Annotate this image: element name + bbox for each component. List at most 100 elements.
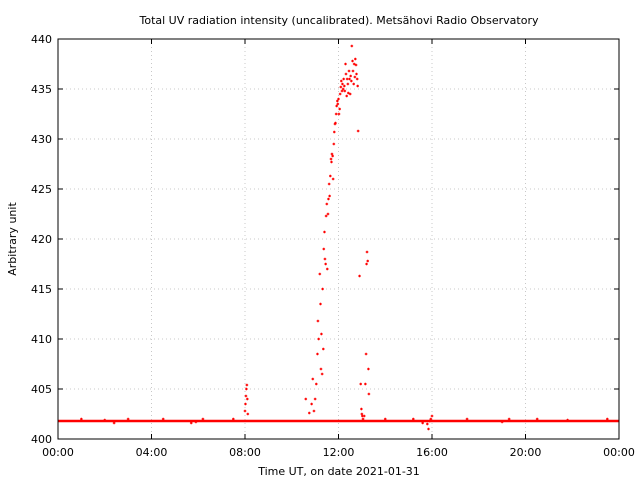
data-point [348,77,351,81]
y-tick-label: 435 [31,83,52,96]
x-tick-label: 20:00 [510,446,542,459]
y-axis-label: Arbitrary unit [6,202,19,276]
data-point [360,407,363,411]
data-point [359,382,363,386]
y-tick-label: 400 [31,433,52,446]
x-tick-label: 04:00 [136,446,168,459]
data-point [346,82,350,86]
data-point [318,272,322,276]
data-point [161,417,165,421]
data-point [507,417,511,421]
data-point [328,194,331,198]
data-point [316,319,320,323]
x-tick-label: 00:00 [42,446,74,459]
data-point [321,287,324,291]
data-point [352,82,355,86]
data-point [232,417,235,421]
data-point [330,152,334,156]
data-point [338,107,341,111]
data-point [340,79,343,83]
data-point [364,352,368,356]
data-point [367,392,371,396]
data-point [189,421,193,425]
data-point [331,177,335,181]
data-point [325,267,329,271]
data-point [364,382,367,386]
data-point [325,202,329,206]
data-point [331,154,334,158]
data-point [313,397,317,401]
data-point [103,418,107,422]
data-point [429,417,433,421]
data-point [426,422,429,426]
data-point [335,104,338,108]
data-point [356,84,359,88]
data-point [427,427,430,431]
data-point [355,77,359,81]
data-point [327,197,330,201]
data-point [245,383,249,387]
plot-area [58,44,619,431]
data-point [345,94,348,98]
data-point [365,262,368,266]
data-point [344,62,347,66]
data-point [428,419,431,423]
data-point [337,97,340,101]
data-point [80,417,83,421]
data-point [319,367,323,371]
data-point [201,417,205,421]
grid [58,39,619,439]
data-point [351,59,354,63]
x-tick-label: 12:00 [323,446,355,459]
y-tick-label: 410 [31,333,52,346]
data-point [500,420,504,424]
data-point [330,160,333,164]
data-point [307,411,311,415]
data-point [310,402,313,406]
data-point [362,414,366,418]
data-point [323,230,326,234]
data-point [366,259,370,263]
data-point [336,102,340,106]
data-point [324,262,327,266]
data-point [194,420,198,424]
data-point [245,387,248,391]
data-point [566,418,569,422]
data-point [320,372,324,376]
data-point [126,417,130,421]
data-point [412,417,415,421]
data-point [327,182,331,186]
y-tick-label: 415 [31,283,52,296]
x-axis-label: Time UT, on date 2021-01-31 [257,465,420,478]
y-tick-label: 430 [31,133,52,146]
data-point [351,69,355,73]
data-point [244,394,248,398]
y-tick-label: 425 [31,183,52,196]
data-point [312,409,316,413]
data-point [334,121,337,125]
data-point [354,57,357,61]
data-point [344,72,348,76]
x-axis-ticks: 00:00 04:00 08:00 12:00 16:00 20:00 00:00 [42,39,635,459]
data-point [311,377,315,381]
data-point [367,367,370,371]
data-point [332,142,336,146]
data-point [246,397,249,401]
x-tick-label: 00:00 [603,446,635,459]
data-point [112,421,116,425]
data-point [352,62,356,66]
data-point [314,382,318,386]
y-tick-label: 405 [31,383,52,396]
y-tick-label: 440 [31,33,52,46]
data-point [343,84,346,88]
data-point [332,130,336,134]
data-point [430,414,434,418]
x-tick-label: 16:00 [416,446,448,459]
data-point [322,247,326,251]
data-point [348,92,352,96]
data-point [347,91,350,95]
data-point [329,174,332,178]
data-point [243,409,247,413]
data-point [246,412,250,416]
data-point [334,112,338,116]
